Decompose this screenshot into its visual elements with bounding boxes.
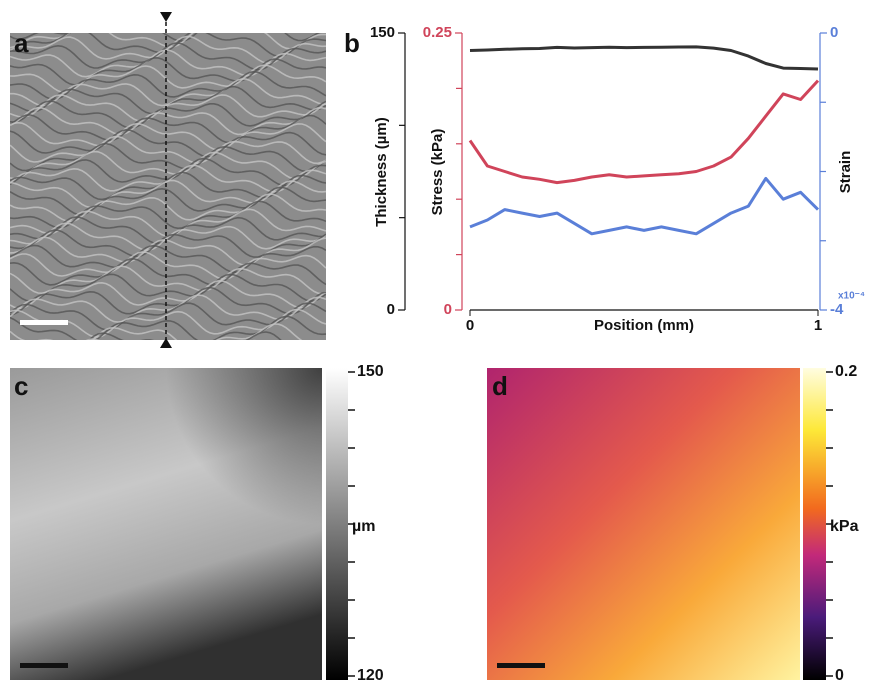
fiber bbox=[10, 315, 326, 340]
fiber bbox=[10, 294, 326, 323]
y-tick-label: 0 bbox=[387, 301, 395, 318]
fiber bbox=[10, 229, 326, 258]
fiber bbox=[10, 280, 326, 309]
x-tick-label: 1 bbox=[814, 317, 822, 334]
fiber bbox=[10, 273, 326, 302]
thickness-map-shade bbox=[10, 368, 322, 680]
colorbar bbox=[326, 368, 348, 680]
x-tick-label: 0 bbox=[466, 317, 474, 334]
fiber bbox=[10, 142, 326, 173]
y2-label: Stress (kPa) bbox=[429, 129, 446, 216]
fiber bbox=[10, 265, 326, 295]
y-tick-label: 150 bbox=[370, 24, 395, 41]
colorbar bbox=[803, 368, 826, 680]
fiber bbox=[10, 57, 326, 86]
marker bbox=[160, 338, 172, 348]
scale-bar bbox=[20, 663, 68, 668]
fiber bbox=[10, 128, 326, 158]
fiber bbox=[87, 331, 282, 340]
fiber bbox=[10, 42, 326, 71]
panel-label: a bbox=[14, 28, 29, 58]
colorbar-tick-label: 0 bbox=[835, 667, 844, 680]
fiber bbox=[10, 33, 320, 42]
y-label: Thickness (µm) bbox=[373, 117, 390, 227]
fiber bbox=[10, 286, 326, 316]
scale-bar bbox=[20, 320, 68, 325]
y-tick-label: 0 bbox=[830, 24, 838, 41]
colorbar-tick-label: 120 bbox=[357, 667, 384, 680]
fiber bbox=[10, 179, 326, 209]
colorbar-tick-label: 0.2 bbox=[835, 363, 857, 380]
panel-label: d bbox=[492, 371, 508, 401]
colorbar-label: kPa bbox=[830, 518, 859, 535]
fiber bbox=[10, 222, 326, 252]
fiber bbox=[10, 323, 303, 340]
panel-label: c bbox=[14, 371, 28, 401]
fiber bbox=[10, 236, 326, 266]
fiber bbox=[10, 244, 326, 274]
fiber bbox=[10, 94, 326, 123]
fiber bbox=[10, 186, 326, 216]
fiber bbox=[10, 78, 326, 107]
fiber bbox=[10, 258, 326, 287]
fiber bbox=[10, 150, 326, 180]
fiber bbox=[10, 251, 326, 280]
y-tick-label: 0.25 bbox=[423, 24, 452, 41]
fiber bbox=[10, 135, 326, 165]
fiber bbox=[10, 70, 326, 101]
panel-label: b bbox=[344, 28, 360, 58]
colorbar-label: µm bbox=[352, 518, 375, 535]
stress-map bbox=[487, 368, 800, 680]
series-line bbox=[469, 176, 820, 236]
fiber bbox=[10, 100, 326, 129]
series-line bbox=[468, 79, 820, 185]
y-tick-label: -4 bbox=[830, 301, 844, 318]
marker bbox=[160, 12, 172, 22]
fiber bbox=[10, 114, 326, 144]
y3-label: Strain bbox=[837, 151, 854, 194]
scale-bar bbox=[497, 663, 545, 668]
y3-exponent: x10⁻⁴ bbox=[838, 291, 865, 302]
colorbar-tick-label: 150 bbox=[357, 363, 384, 380]
series-line bbox=[469, 45, 819, 71]
fiber bbox=[10, 193, 326, 223]
fiber bbox=[10, 106, 326, 136]
x-label: Position (mm) bbox=[594, 317, 694, 334]
y-tick-label: 0 bbox=[444, 301, 452, 318]
fiber bbox=[10, 121, 326, 151]
micrograph-a bbox=[10, 33, 326, 340]
